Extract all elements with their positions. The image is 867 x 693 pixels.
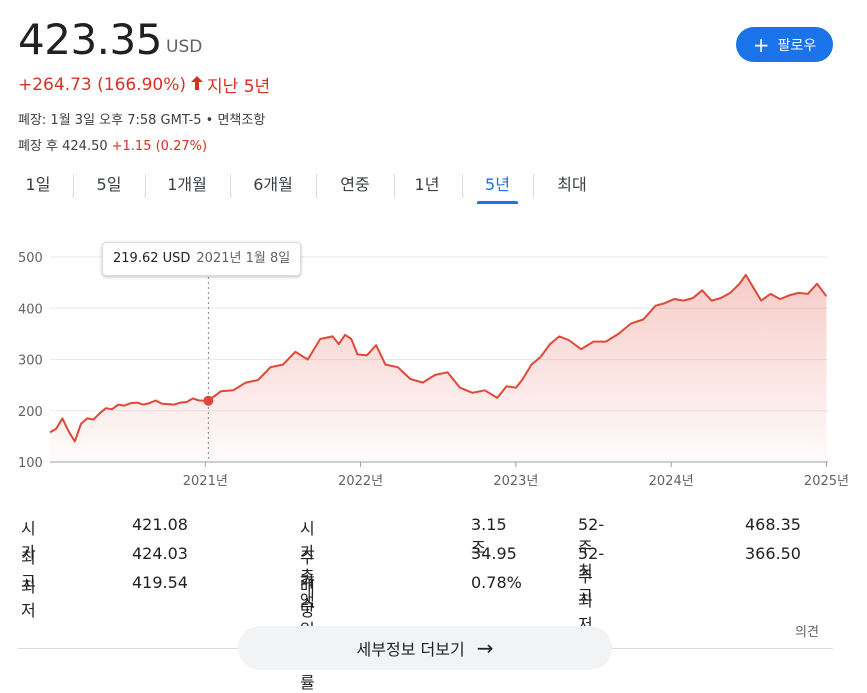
- currency-label: USD: [166, 37, 203, 57]
- tab-5d[interactable]: 5일: [96, 175, 122, 194]
- range-tabs: 1일 5일 1개월 6개월 연중 1년 5년 최대: [0, 170, 867, 210]
- tab-1d[interactable]: 1일: [25, 175, 51, 194]
- stat-label: 최고: [21, 548, 36, 591]
- follow-label: 팔로우: [777, 37, 817, 54]
- arrow-up-icon: [191, 75, 204, 94]
- series-line: [49, 273, 828, 443]
- y-tick-label: 100: [18, 456, 43, 471]
- area-fill: [50, 274, 827, 462]
- stat-value: 419.54: [132, 573, 188, 592]
- arrow-right-icon: →: [476, 636, 494, 660]
- x-tick-label: 2023년: [493, 474, 538, 489]
- tab-5y[interactable]: 5년: [477, 170, 518, 204]
- stat-label: 52-주 최고: [578, 515, 605, 605]
- stat-value: 366.50: [745, 544, 801, 563]
- after-hours-change: +1.15 (0.27%): [111, 139, 208, 154]
- y-tick-label: 400: [18, 302, 43, 317]
- stat-value: 3.15조: [471, 515, 507, 557]
- y-tick-label: 300: [18, 354, 43, 369]
- y-tick-label: 200: [18, 405, 43, 420]
- stat-label: 최저: [21, 577, 36, 620]
- closing-info: 폐장: 1월 3일 오후 7:58 GMT-5 • 면책조항: [18, 113, 266, 128]
- stat-value: 34.95: [471, 544, 517, 563]
- tooltip-value: 219.62 USD: [113, 251, 191, 266]
- price-value: 423.35: [18, 15, 162, 64]
- change-period: 지난 5년: [207, 77, 271, 97]
- after-hours-info: 폐장 후 424.50 +1.15 (0.27%): [18, 135, 207, 154]
- stat-value: 424.03: [132, 544, 188, 563]
- tab-1y[interactable]: 1년: [414, 175, 440, 194]
- tab-max[interactable]: 최대: [557, 175, 587, 194]
- x-tick-label: 2022년: [338, 474, 383, 489]
- stat-value: 0.78%: [471, 573, 522, 592]
- chart-tooltip: 219.62 USD 2021년 1월 8일: [102, 242, 302, 276]
- after-hours-price: 폐장 후 424.50: [18, 139, 108, 154]
- tab-6m[interactable]: 6개월: [253, 175, 293, 194]
- x-tick-label: 2021년: [183, 474, 228, 489]
- more-details-label: 세부정보 더보기: [356, 640, 465, 659]
- plus-icon: +: [752, 32, 770, 57]
- stat-label: 시가총액: [300, 519, 315, 610]
- change-value: +264.73 (166.90%): [18, 74, 187, 95]
- stat-label: 시가: [21, 519, 36, 562]
- follow-button[interactable]: + 팔로우: [736, 27, 833, 62]
- x-tick-label: 2024년: [649, 474, 694, 489]
- stat-label: 52-주 최저: [578, 544, 605, 634]
- stat-value: 468.35: [745, 515, 801, 534]
- more-details-button[interactable]: 세부정보 더보기 →: [238, 626, 612, 670]
- tab-ytd[interactable]: 연중: [340, 175, 370, 194]
- x-tick-label: 2025년: [804, 474, 849, 489]
- highlight-point: [203, 395, 214, 406]
- price-chart[interactable]: 100 200 300 400 500 2021년 2022년 2023년 2024년 2025년: [0, 235, 867, 495]
- feedback-link[interactable]: 의견: [795, 625, 819, 640]
- y-tick-label: 500: [18, 251, 43, 266]
- tooltip-date: 2021년 1월 8일: [196, 251, 291, 266]
- tab-1m[interactable]: 1개월: [167, 175, 207, 194]
- price-change: +264.73 (166.90%) 지난 5년: [18, 72, 271, 98]
- stat-value: 421.08: [132, 515, 188, 534]
